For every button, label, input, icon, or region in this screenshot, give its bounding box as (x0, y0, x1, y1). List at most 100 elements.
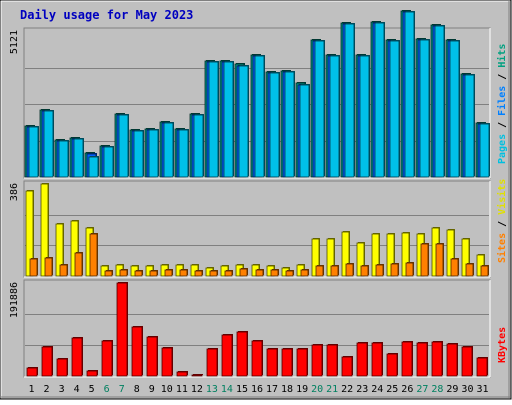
bar-visits-day-25 (386, 233, 395, 277)
bar-sites-day-15 (239, 268, 248, 277)
bar-kbytes-day-15 (236, 331, 248, 377)
panels-layer: 5121 Pages / Files / Hits 386 Sites / Visit… (9, 10, 508, 378)
x-tick-label: 8 (134, 384, 140, 395)
bar-pages-day-22 (344, 23, 355, 178)
bar-sites-day-8 (134, 270, 143, 277)
bar-sites-day-3 (59, 264, 68, 277)
bar-sites-day-11 (179, 269, 188, 277)
legend-label: Pages / Files / Hits (496, 44, 508, 164)
x-tick-label: 11 (176, 384, 188, 395)
x-tick-label: 27 (416, 384, 428, 395)
bar-sites-day-13 (209, 270, 218, 277)
bar-pages-day-23 (359, 55, 370, 178)
bar-sites-day-30 (465, 263, 474, 277)
bar-visits-day-22 (341, 231, 350, 277)
bar-kbytes-day-18 (281, 348, 293, 377)
x-axis-labels: 1 2 3 4 5 6 7 8 9 10 11 12 13 14 15 16 17 18 19 20 21 22 23 24 2… (29, 384, 489, 395)
x-tick-label: 5 (89, 384, 95, 395)
bar-kbytes-day-19 (296, 348, 308, 377)
x-tick-label: 16 (251, 384, 263, 395)
panel-kbytes: 191886 KBytes (9, 279, 508, 378)
x-tick-label: 26 (401, 384, 413, 395)
bar-kbytes-day-31 (476, 357, 488, 377)
bar-pages-day-12 (193, 114, 204, 178)
x-tick-label: 25 (386, 384, 398, 395)
bar-sites-day-17 (270, 269, 279, 277)
x-tick-label: 21 (326, 384, 338, 395)
plot-area (23, 180, 491, 278)
bar-kbytes-day-30 (461, 346, 473, 377)
bar-visits-day-21 (326, 238, 335, 277)
bar-kbytes-day-10 (161, 347, 173, 377)
bar-kbytes-day-1 (26, 367, 38, 377)
bar-pages-day-10 (163, 122, 174, 178)
legend-entry: / (497, 68, 508, 86)
bar-kbytes-day-7 (116, 282, 128, 377)
bar-pages-day-28 (434, 25, 445, 178)
bar-sites-day-9 (149, 270, 158, 277)
bar-sites-day-1 (29, 258, 38, 277)
x-tick-label: 9 (149, 384, 155, 395)
x-tick-label: 19 (296, 384, 308, 395)
legend-entry: KBytes (497, 327, 508, 363)
bar-visits-day-2 (40, 183, 49, 277)
bar-sites-day-26 (405, 262, 414, 277)
bar-kbytes-day-17 (266, 348, 278, 377)
x-tick-label: 7 (119, 384, 125, 395)
bar-pages-day-17 (269, 72, 280, 178)
bar-sites-day-22 (345, 263, 354, 277)
legend-entry: / (497, 215, 508, 233)
x-tick-label: 17 (266, 384, 278, 395)
bar-kbytes-day-25 (386, 353, 398, 377)
bar-pages-day-25 (389, 40, 400, 178)
bar-pages-day-20 (314, 40, 325, 178)
series-sites (29, 233, 489, 277)
bar-kbytes-day-2 (41, 346, 53, 377)
bar-kbytes-day-8 (131, 326, 143, 377)
bar-pages-day-14 (223, 61, 234, 178)
bar-sites-day-31 (480, 265, 489, 277)
bar-visits-day-20 (311, 238, 320, 277)
bar-kbytes-day-29 (446, 343, 458, 377)
bar-kbytes-day-27 (416, 342, 428, 377)
bar-pages-day-11 (178, 129, 189, 178)
bar-pages-day-18 (284, 71, 295, 178)
legend-entry: / (497, 116, 508, 134)
bar-kbytes-day-21 (326, 344, 338, 377)
bar-sites-day-29 (450, 258, 459, 277)
bar-kbytes-day-9 (146, 336, 158, 377)
x-tick-label: 2 (44, 384, 50, 395)
bar-sites-day-5 (89, 233, 98, 277)
bar-kbytes-day-6 (101, 340, 113, 377)
x-tick-label: 3 (59, 384, 65, 395)
bar-kbytes-day-20 (311, 344, 323, 377)
bar-kbytes-day-24 (371, 342, 383, 377)
legend-entry: Hits (496, 44, 508, 68)
bar-pages-day-3 (58, 140, 69, 178)
bar-pages-day-27 (419, 39, 430, 178)
bar-sites-day-27 (420, 243, 429, 277)
bar-sites-day-6 (104, 270, 113, 277)
bar-kbytes-day-12 (191, 374, 203, 377)
x-tick-label: 22 (341, 384, 353, 395)
bar-pages-day-9 (148, 129, 159, 178)
bar-kbytes-day-5 (86, 370, 98, 377)
x-tick-label: 12 (191, 384, 203, 395)
bar-sites-day-10 (164, 269, 173, 277)
x-tick-label: 14 (221, 384, 233, 395)
bar-pages-day-29 (449, 40, 460, 178)
bar-sites-day-21 (330, 265, 339, 277)
x-tick-label: 28 (431, 384, 443, 395)
x-tick-label: 29 (446, 384, 458, 395)
y-max-label: 386 (9, 183, 20, 201)
series-kbytes (26, 282, 488, 377)
bar-sites-day-14 (224, 270, 233, 277)
chart-title: Daily usage for May 2023 (20, 8, 193, 22)
series-pages (28, 11, 490, 178)
bar-pages-day-13 (208, 61, 219, 178)
bar-sites-day-20 (315, 265, 324, 277)
bar-sites-day-19 (300, 269, 309, 277)
bar-visits-day-24 (371, 233, 380, 277)
